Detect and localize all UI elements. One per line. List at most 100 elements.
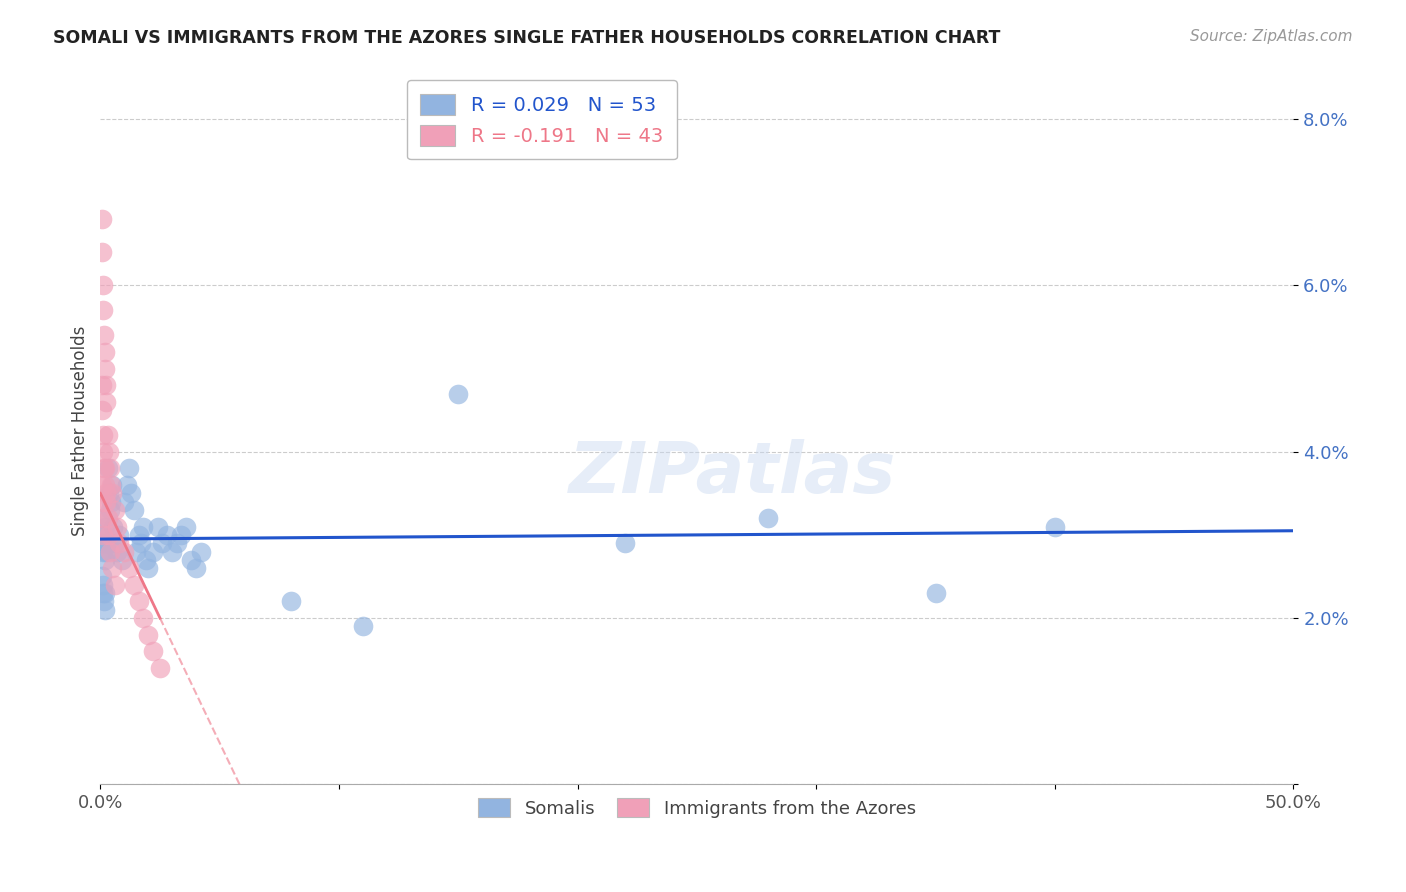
Point <box>91 403 114 417</box>
Point <box>125 544 148 558</box>
Point <box>93 328 115 343</box>
Point <box>98 503 121 517</box>
Point <box>94 536 117 550</box>
Point <box>1043 519 1066 533</box>
Point <box>93 461 115 475</box>
Point <box>108 528 131 542</box>
Point <box>93 345 115 359</box>
Point <box>120 486 142 500</box>
Point <box>101 478 124 492</box>
Point <box>180 553 202 567</box>
Point <box>447 386 470 401</box>
Point <box>104 536 127 550</box>
Point <box>160 544 183 558</box>
Point <box>94 553 117 567</box>
Point <box>104 503 127 517</box>
Point <box>105 544 128 558</box>
Point <box>91 578 114 592</box>
Text: Source: ZipAtlas.com: Source: ZipAtlas.com <box>1189 29 1353 44</box>
Point <box>90 378 112 392</box>
Point <box>142 644 165 658</box>
Point <box>129 536 152 550</box>
Point <box>91 569 114 583</box>
Point <box>91 303 114 318</box>
Point <box>101 486 124 500</box>
Point <box>94 486 117 500</box>
Point <box>94 378 117 392</box>
Point <box>190 544 212 558</box>
Point <box>96 428 118 442</box>
Point <box>758 511 780 525</box>
Point <box>614 536 637 550</box>
Point <box>118 461 141 475</box>
Point <box>152 536 174 550</box>
Point <box>132 519 155 533</box>
Text: SOMALI VS IMMIGRANTS FROM THE AZORES SINGLE FATHER HOUSEHOLDS CORRELATION CHART: SOMALI VS IMMIGRANTS FROM THE AZORES SIN… <box>53 29 1001 46</box>
Point <box>93 603 115 617</box>
Point <box>136 628 159 642</box>
Point <box>96 511 118 525</box>
Point <box>91 511 114 525</box>
Point <box>352 619 374 633</box>
Point <box>98 544 121 558</box>
Point <box>104 578 127 592</box>
Point <box>105 519 128 533</box>
Point <box>115 478 138 492</box>
Point <box>111 553 134 567</box>
Point <box>135 553 157 567</box>
Point <box>96 494 118 508</box>
Point <box>91 544 114 558</box>
Point <box>91 528 114 542</box>
Point <box>156 528 179 542</box>
Point <box>166 536 188 550</box>
Point <box>91 245 114 260</box>
Point <box>280 594 302 608</box>
Text: ZIPatlas: ZIPatlas <box>569 439 897 508</box>
Point <box>118 561 141 575</box>
Y-axis label: Single Father Households: Single Father Households <box>72 326 89 536</box>
Point <box>112 544 135 558</box>
Point <box>91 278 114 293</box>
Point <box>128 528 150 542</box>
Point <box>91 428 114 442</box>
Point <box>96 461 118 475</box>
Point <box>100 494 122 508</box>
Point <box>174 519 197 533</box>
Point <box>122 578 145 592</box>
Point <box>93 461 115 475</box>
Point <box>184 561 207 575</box>
Point <box>146 519 169 533</box>
Point <box>93 594 115 608</box>
Legend: Somalis, Immigrants from the Azores: Somalis, Immigrants from the Azores <box>471 790 924 825</box>
Point <box>97 486 120 500</box>
Point <box>91 586 114 600</box>
Point <box>90 211 112 226</box>
Point <box>142 544 165 558</box>
Point <box>132 611 155 625</box>
Point <box>97 528 120 542</box>
Point <box>96 394 118 409</box>
Point <box>108 536 131 550</box>
Point <box>101 561 124 575</box>
Point <box>91 511 114 525</box>
Point <box>98 461 121 475</box>
Point <box>93 519 115 533</box>
Point <box>91 444 114 458</box>
Point <box>103 519 125 533</box>
Point <box>90 478 112 492</box>
Point <box>122 503 145 517</box>
Point <box>91 494 114 508</box>
Point <box>136 561 159 575</box>
Point <box>91 536 114 550</box>
Point <box>94 586 117 600</box>
Point <box>93 528 115 542</box>
Point <box>924 586 946 600</box>
Point <box>94 478 117 492</box>
Point <box>94 361 117 376</box>
Point <box>100 478 122 492</box>
Point <box>149 661 172 675</box>
Point <box>170 528 193 542</box>
Point <box>97 444 120 458</box>
Point <box>112 494 135 508</box>
Point <box>128 594 150 608</box>
